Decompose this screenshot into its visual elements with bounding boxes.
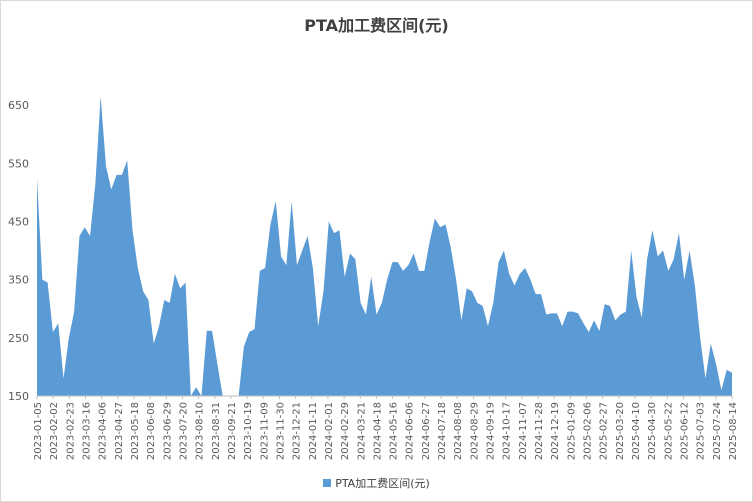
x-tick-label: 2023-08-10 — [195, 402, 206, 460]
y-tick-label: 350 — [8, 274, 29, 287]
x-tick-label: 2024-06-27 — [421, 402, 432, 460]
y-tick-label: 550 — [8, 157, 29, 170]
x-tick-label: 2023-10-19 — [243, 402, 254, 460]
x-tick-label: 2024-07-18 — [437, 402, 448, 460]
y-tick-label: 450 — [8, 215, 29, 228]
x-tick-label: 2024-03-21 — [356, 402, 367, 460]
x-tick-label: 2024-01-11 — [308, 402, 319, 460]
x-tick-label: 2023-12-21 — [292, 402, 303, 460]
x-tick-label: 2025-02-06 — [583, 402, 594, 460]
y-tick-label: 150 — [8, 390, 29, 403]
x-tick-label: 2024-06-06 — [405, 402, 416, 460]
x-tick-label: 2025-06-12 — [680, 402, 691, 460]
x-tick-label: 2023-03-16 — [81, 402, 92, 460]
x-tick-label: 2024-11-28 — [534, 402, 545, 460]
legend-label: PTA加工费区间(元) — [335, 477, 430, 490]
x-tick-label: 2023-04-06 — [98, 402, 109, 460]
x-tick-label: 2023-11-09 — [259, 402, 270, 460]
x-tick-label: 2024-10-17 — [502, 402, 513, 460]
x-tick-label: 2023-05-18 — [130, 402, 141, 460]
x-tick-label: 2025-07-03 — [696, 402, 707, 460]
x-tick-label: 2023-04-27 — [114, 402, 125, 460]
x-tick-label: 2025-05-22 — [663, 402, 674, 460]
x-tick-label: 2025-02-27 — [599, 402, 610, 460]
chart-title: PTA加工费区间(元) — [304, 16, 449, 35]
x-tick-label: 2025-07-24 — [712, 402, 723, 460]
chart-legend: PTA加工费区间(元) — [1, 475, 752, 491]
x-tick-label: 2025-04-30 — [647, 402, 658, 460]
x-tick-label: 2024-05-16 — [389, 402, 400, 460]
x-tick-label: 2025-01-09 — [566, 402, 577, 460]
series-area — [37, 96, 732, 397]
y-tick-label: 650 — [8, 99, 29, 112]
x-tick-label: 2023-11-30 — [275, 402, 286, 460]
x-tick-label: 2024-04-18 — [372, 402, 383, 460]
x-tick-label: 2023-02-23 — [65, 402, 76, 460]
x-tick-label: 2023-02-02 — [49, 402, 60, 460]
x-tick-label: 2025-03-20 — [615, 402, 626, 460]
x-tick-label: 2023-07-20 — [178, 402, 189, 460]
x-tick-label: 2023-01-05 — [33, 402, 44, 460]
x-tick-label: 2024-02-29 — [340, 402, 351, 460]
x-tick-label: 2023-09-21 — [227, 402, 238, 460]
x-tick-label: 2024-02-01 — [324, 402, 335, 460]
x-tick-label: 2023-06-08 — [146, 402, 157, 460]
x-tick-label: 2023-08-31 — [211, 402, 222, 460]
x-tick-label: 2024-08-29 — [469, 402, 480, 460]
x-tick-label: 2024-12-19 — [550, 402, 561, 460]
x-tick-label: 2023-06-29 — [162, 402, 173, 460]
legend-swatch — [323, 479, 332, 487]
x-tick-label: 2025-04-10 — [631, 402, 642, 460]
x-tick-label: 2024-11-07 — [518, 402, 529, 460]
x-tick-label: 2025-08-14 — [728, 402, 739, 460]
x-tick-label: 2024-08-08 — [453, 402, 464, 460]
x-tick-label: 2024-09-19 — [486, 402, 497, 460]
y-tick-label: 250 — [8, 332, 29, 345]
